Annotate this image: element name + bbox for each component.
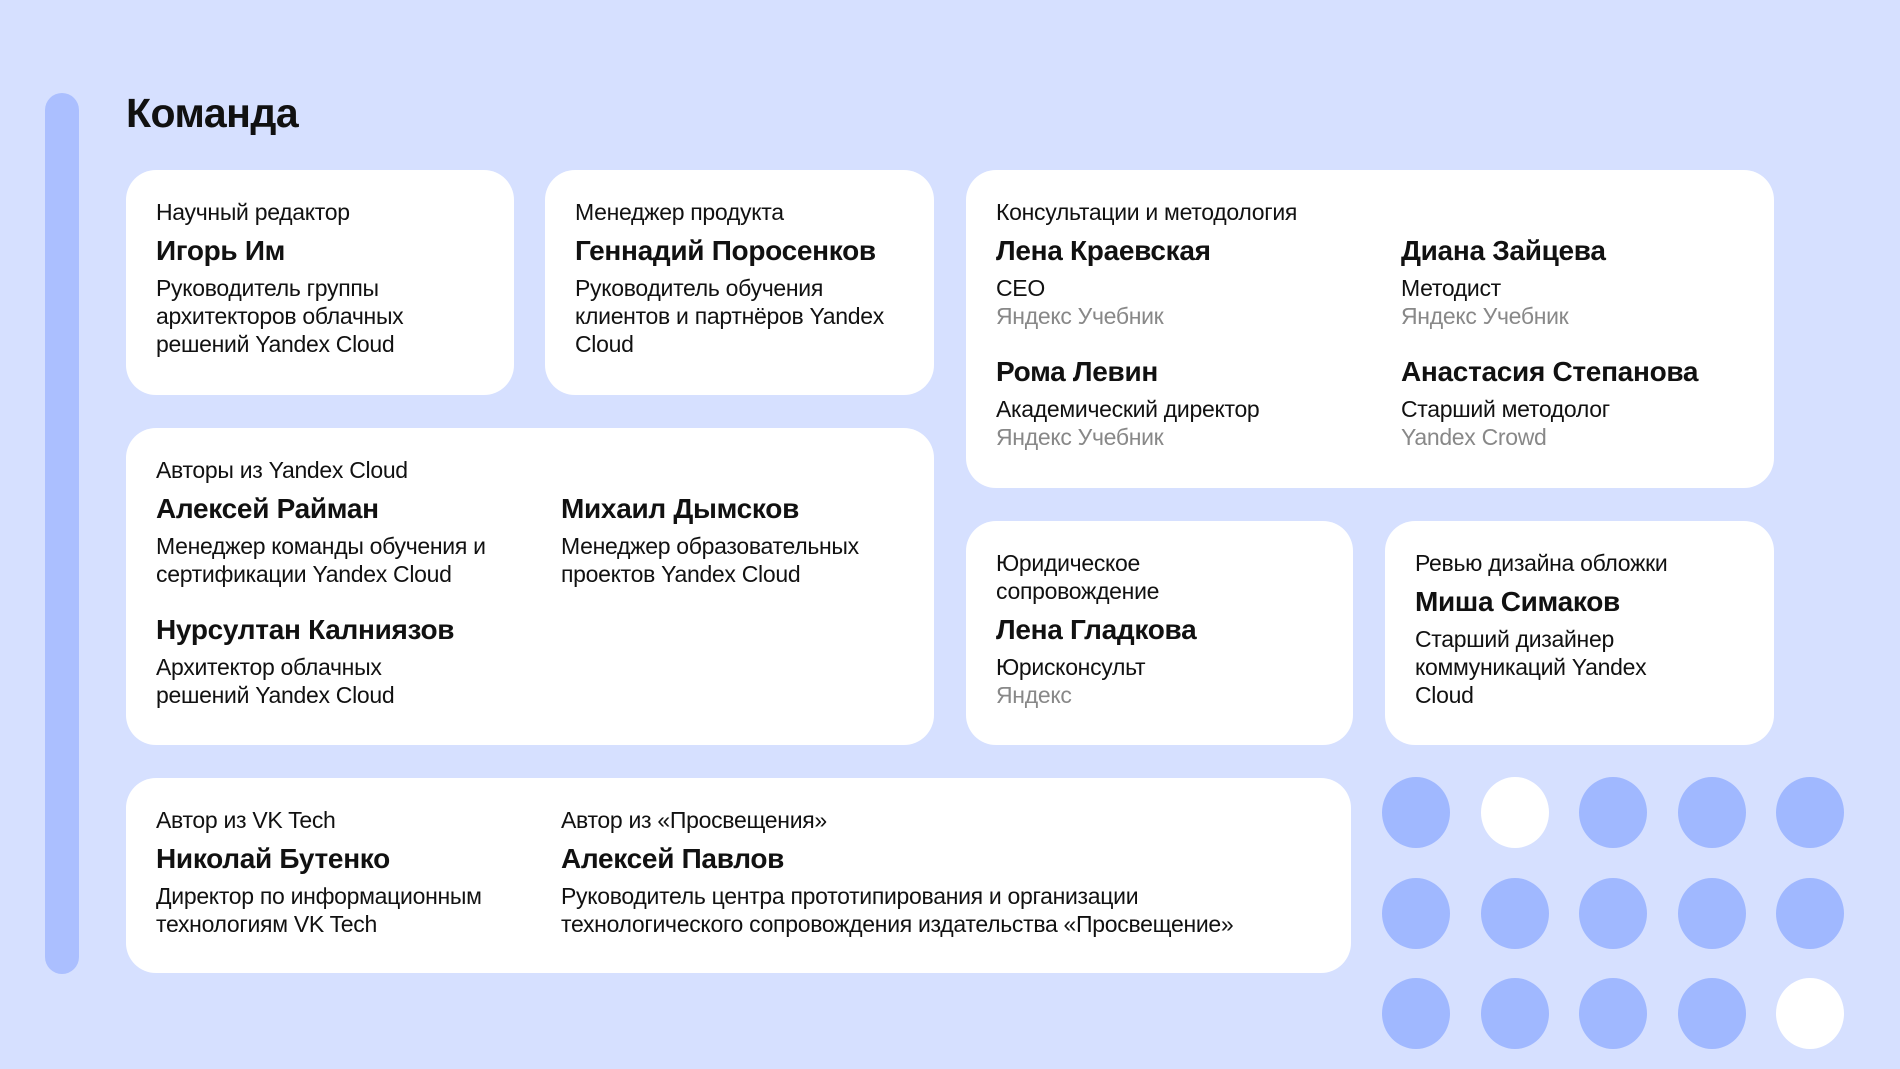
person-name: Михаил Дымсков <box>561 493 799 524</box>
card-label: Менеджер продукта <box>575 199 784 225</box>
person-name: Алексей Райман <box>156 493 379 524</box>
decorative-dot <box>1579 777 1647 848</box>
decorative-dot <box>1480 777 1549 848</box>
card-label: Научный редактор <box>156 199 350 225</box>
person: Нурсултан Калниязов Архитектор облачных … <box>156 613 456 709</box>
person-name: Игорь Им <box>156 235 286 266</box>
person-role: CEO <box>996 275 1045 301</box>
accent-bar <box>45 93 79 974</box>
decorative-dot <box>1480 978 1549 1049</box>
person-company: Яндекс <box>996 682 1072 708</box>
person: Игорь Им Руководитель группы архитекторо… <box>156 234 496 358</box>
person-name: Лена Краевская <box>996 235 1211 266</box>
person-role: Старший дизайнер коммуникаций Yandex Clo… <box>1415 626 1647 708</box>
decorative-dot <box>1677 877 1746 949</box>
person-company: Yandex Crowd <box>1401 424 1547 450</box>
person-company: Яндекс Учебник <box>996 303 1164 329</box>
person: Диана Зайцева Методист Яндекс Учебник <box>1401 234 1781 330</box>
person-role: Менеджер команды обучения и сертификации… <box>156 533 486 587</box>
person-name: Диана Зайцева <box>1401 235 1606 266</box>
decorative-dot <box>1579 978 1647 1049</box>
person-company: Яндекс Учебник <box>996 424 1164 450</box>
decorative-dot <box>1382 877 1450 949</box>
person: Михаил Дымсков Менеджер образовательных … <box>561 492 901 588</box>
person-role: Академический директор <box>996 396 1260 422</box>
decorative-dot <box>1382 978 1450 1049</box>
card-label: Юридическое сопровождение <box>996 550 1160 604</box>
decorative-dot <box>1480 877 1549 949</box>
decorative-dot <box>1776 777 1844 848</box>
card-legal: Юридическое сопровождение Лена Гладкова … <box>966 521 1353 745</box>
person-role: Юрисконсульт <box>996 654 1146 680</box>
person: Николай Бутенко Директор по информационн… <box>156 842 556 938</box>
person-name: Нурсултан Калниязов <box>156 614 455 645</box>
person-role: Руководитель центра прототипирования и о… <box>561 883 1234 937</box>
person-company: Яндекс Учебник <box>1401 303 1569 329</box>
person: Лена Краевская CEO Яндекс Учебник <box>996 234 1376 330</box>
card-product-manager: Менеджер продукта Геннадий Поросенков Ру… <box>545 170 934 395</box>
card-external-authors: Автор из VK Tech Николай Бутенко Директо… <box>126 778 1351 973</box>
person-role: Методист <box>1401 275 1501 301</box>
decorative-dot <box>1776 978 1844 1049</box>
person-name: Николай Бутенко <box>156 843 390 874</box>
person-name: Миша Симаков <box>1415 586 1620 617</box>
decorative-dot <box>1382 777 1450 848</box>
person-name: Лена Гладкова <box>996 614 1197 645</box>
person: Рома Левин Академический директор Яндекс… <box>996 355 1376 451</box>
person: Алексей Райман Менеджер команды обучения… <box>156 492 516 588</box>
person: Алексей Павлов Руководитель центра прото… <box>561 842 1321 938</box>
person-role: Руководитель обучения клиентов и партнёр… <box>575 275 884 357</box>
person: Геннадий Поросенков Руководитель обучени… <box>575 234 915 358</box>
person-role: Менеджер образовательных проектов Yandex… <box>561 533 859 587</box>
person-name: Рома Левин <box>996 356 1158 387</box>
card-label: Автор из «Просвещения» <box>561 807 827 833</box>
card-label: Автор из VK Tech <box>156 807 336 833</box>
card-label: Авторы из Yandex Cloud <box>156 457 408 483</box>
card-label: Консультации и методология <box>996 199 1298 225</box>
card-label: Ревью дизайна обложки <box>1415 550 1668 576</box>
decorative-dot <box>1677 978 1746 1049</box>
person-role: Директор по информационным технологиям V… <box>156 883 482 937</box>
person: Миша Симаков Старший дизайнер коммуникац… <box>1415 585 1675 709</box>
person-name: Геннадий Поросенков <box>575 235 876 266</box>
person-role: Архитектор облачных решений Yandex Cloud <box>156 654 395 708</box>
person-name: Анастасия Степанова <box>1401 356 1699 387</box>
person: Лена Гладкова Юрисконсульт Яндекс <box>996 613 1326 709</box>
card-science-editor: Научный редактор Игорь Им Руководитель г… <box>126 170 514 395</box>
page-title: Команда <box>126 90 299 136</box>
decorative-dot <box>1677 777 1746 848</box>
card-cover-review: Ревью дизайна обложки Миша Симаков Старш… <box>1385 521 1774 745</box>
person-name: Алексей Павлов <box>561 843 785 874</box>
person-role: Старший методолог <box>1401 396 1610 422</box>
decorative-dot <box>1776 877 1844 949</box>
decorative-dot <box>1579 877 1647 949</box>
card-yandex-cloud-authors: Авторы из Yandex Cloud Алексей Райман Ме… <box>126 428 934 745</box>
card-consulting: Консультации и методология Лена Краевска… <box>966 170 1774 488</box>
person: Анастасия Степанова Старший методолог Ya… <box>1401 355 1781 451</box>
person-role: Руководитель группы архитекторов облачны… <box>156 275 404 357</box>
